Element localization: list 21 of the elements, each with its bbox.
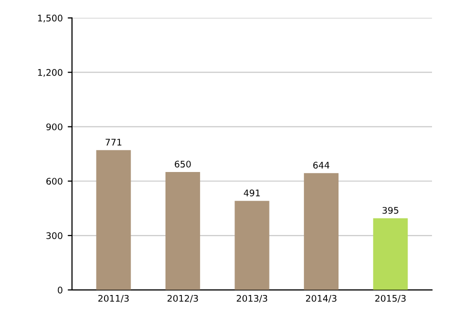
- data-label: 771: [106, 138, 122, 146]
- x-tick-label: 2012/3: [168, 294, 198, 302]
- x-tick-label: 2015/3: [375, 294, 406, 302]
- data-label: 491: [244, 190, 260, 196]
- data-label: 395: [382, 206, 398, 214]
- bar: [96, 150, 131, 290]
- bar: [234, 200, 270, 290]
- x-tick-label: 2013/3: [236, 294, 268, 302]
- x-tick-label: 2011/3: [98, 294, 129, 302]
- x-tick-label: 2014/3: [306, 294, 336, 302]
- y-tick-label: 0: [58, 286, 62, 294]
- data-label: 650: [174, 160, 191, 168]
- y-tick-label: 600: [46, 178, 62, 185]
- y-tick-label: 1,500: [38, 14, 62, 22]
- bar: [165, 172, 200, 290]
- y-tick-label: 300: [46, 232, 62, 240]
- y-tick-label: 900: [46, 123, 62, 130]
- data-label: 644: [313, 162, 330, 169]
- y-tick-label: 1,200: [38, 69, 62, 77]
- bar: [373, 218, 408, 290]
- bar: [304, 173, 339, 290]
